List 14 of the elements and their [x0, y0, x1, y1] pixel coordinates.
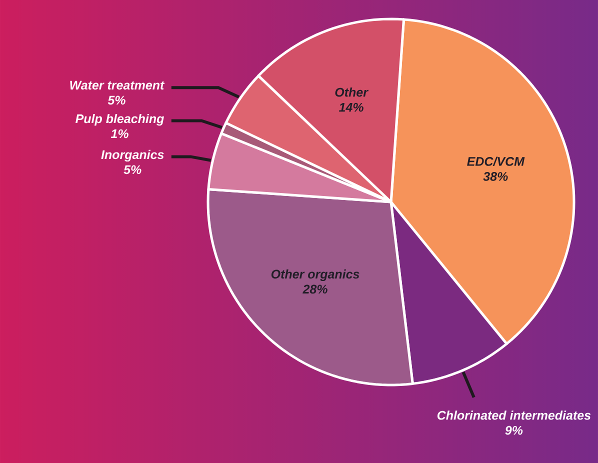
slice-label: Pulp bleaching	[76, 114, 164, 126]
data-label: 28%	[302, 284, 328, 294]
slice-label: Chlorinated intermediates	[437, 410, 591, 420]
slice-label: Other	[335, 88, 369, 97]
data-label: 5%	[108, 96, 126, 105]
data-label: 38%	[483, 172, 508, 181]
data-label: 5%	[124, 165, 142, 174]
data-label: 14%	[338, 102, 364, 112]
slice-label: Other organics	[271, 269, 360, 282]
slice-label: Water treatment	[70, 80, 165, 90]
data-label: 9%	[505, 426, 523, 435]
data-label: 1%	[110, 129, 128, 138]
slice-label: EDC/VCM	[467, 156, 525, 166]
slice-label: Inorganics	[101, 150, 164, 162]
